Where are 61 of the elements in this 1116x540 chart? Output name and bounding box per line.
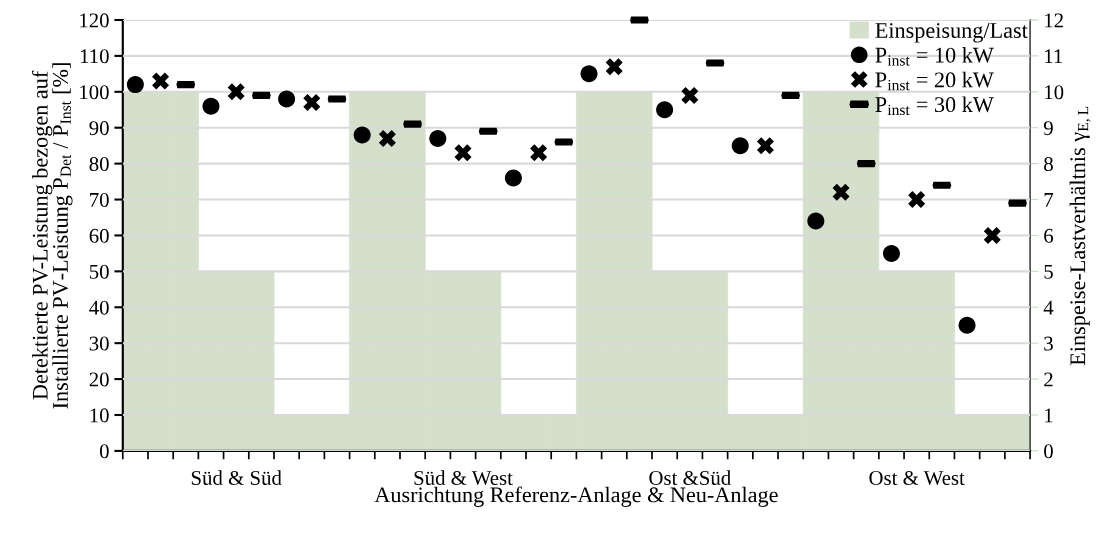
y-tick-label: 60 [89,228,109,243]
y-tick-label: 110 [80,49,109,64]
point [454,144,472,162]
x-axis-title: Ausrichtung Referenz-Anlage & Neu-Anlage [374,486,778,507]
y-tick-label: 0 [99,444,109,459]
legend-label: P$_{inst}$ = 30 kW [875,96,994,116]
y2-tick-label: 11 [1045,49,1063,64]
point [202,97,220,115]
point [126,76,144,94]
y2-tick-label: 1 [1045,408,1053,423]
point [278,90,296,108]
y-tick-label: 30 [89,336,109,351]
point [152,72,170,90]
point [605,58,623,76]
point [681,86,699,104]
y2-tick-label: 5 [1044,264,1053,279]
y2-tick-label: 9 [1043,121,1053,136]
y-tick-label: 10 [90,408,109,423]
point [908,191,926,209]
point [731,137,749,155]
y2-tick-label: 12 [1045,13,1063,28]
point [429,129,447,147]
y2-tick-label: 10 [1045,85,1064,100]
legend-label: P$_{inst}$ = 20 kW [875,71,994,91]
point [756,137,774,155]
y-tick-label: 50 [89,264,109,279]
point [832,183,850,201]
point [504,169,522,187]
x-tick-label: Süd & West [414,470,513,486]
point [378,129,396,147]
y-tick-label: 20 [89,372,109,387]
x-tick-label: Ost &Süd [649,470,731,486]
point [303,94,321,112]
y-tick-label: 100 [80,85,109,100]
y-tick-label: 70 [90,192,109,207]
x-tick-label: Ost & West [869,470,965,486]
point [983,226,1001,244]
y2-tick-label: 8 [1044,156,1053,172]
point [580,65,598,83]
y2-tick-label: 3 [1044,336,1053,351]
y-tick-label: 120 [80,13,109,28]
x-tick-label: Süd & Süd [191,470,282,486]
y-axis-title: Detektierte PV-Leistung bezogen auf Installierte PV-Leistung P$_{Det}$ / P$_{Inst}$ [%] [31,63,73,409]
point [656,101,674,119]
y2-axis-title: Einspeise-Lastverhältnis γ$_{E,L}$ [1069,106,1091,366]
y-tick-label: 80 [89,156,109,172]
y2-tick-label: 0 [1044,444,1053,459]
y-tick-label: 40 [89,300,109,315]
y2-tick-label: 7 [1044,193,1054,207]
y-tick-label: 90 [89,121,109,136]
legend-label: P$_{inst}$ = 10 kW [875,47,994,66]
point [882,244,900,262]
y2-tick-label: 6 [1044,228,1054,243]
point [958,316,976,334]
y2-tick-label: 4 [1043,300,1054,315]
legend-label: Einspeisung/Last [875,23,1028,43]
point [530,144,548,162]
point [353,126,371,144]
y2-tick-label: 2 [1044,372,1053,387]
point [227,83,245,101]
point [807,212,825,230]
